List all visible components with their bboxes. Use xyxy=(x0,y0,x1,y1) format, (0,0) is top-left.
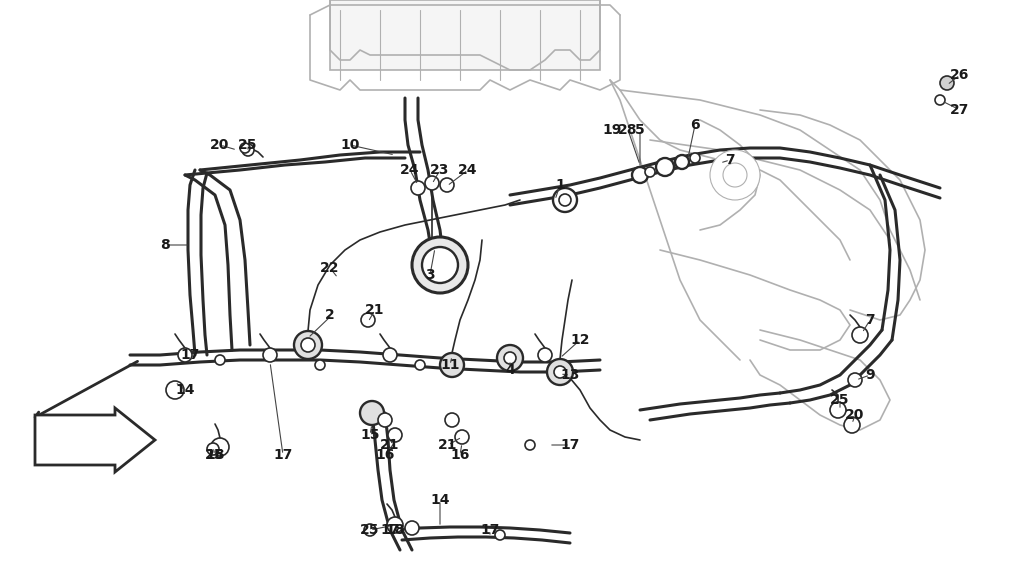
Text: 25: 25 xyxy=(830,393,850,407)
Circle shape xyxy=(415,360,425,370)
Circle shape xyxy=(723,163,746,187)
Text: 6: 6 xyxy=(690,118,699,132)
Circle shape xyxy=(242,144,254,156)
Text: 14: 14 xyxy=(175,383,195,397)
Text: 16: 16 xyxy=(451,448,470,462)
Circle shape xyxy=(301,338,315,352)
Text: 25: 25 xyxy=(239,138,258,152)
Circle shape xyxy=(455,430,469,444)
Text: 17: 17 xyxy=(480,523,500,537)
Circle shape xyxy=(383,348,397,362)
Text: 25: 25 xyxy=(205,448,224,462)
Circle shape xyxy=(364,524,376,536)
Text: 21: 21 xyxy=(438,438,458,452)
Text: 13: 13 xyxy=(560,368,580,382)
Text: 25: 25 xyxy=(360,523,380,537)
Circle shape xyxy=(263,348,278,362)
Circle shape xyxy=(207,443,219,455)
Circle shape xyxy=(422,247,458,283)
Text: 3: 3 xyxy=(425,268,435,282)
Polygon shape xyxy=(35,408,155,472)
Circle shape xyxy=(387,517,403,533)
Circle shape xyxy=(294,331,322,359)
Circle shape xyxy=(525,440,535,450)
Circle shape xyxy=(559,194,571,206)
Text: 21: 21 xyxy=(380,438,399,452)
Circle shape xyxy=(378,413,392,427)
Text: 27: 27 xyxy=(950,103,970,117)
Text: 24: 24 xyxy=(459,163,478,177)
Circle shape xyxy=(844,417,860,433)
Text: 26: 26 xyxy=(950,68,970,82)
Circle shape xyxy=(675,155,689,169)
Circle shape xyxy=(830,402,846,418)
FancyBboxPatch shape xyxy=(330,0,600,70)
Circle shape xyxy=(240,143,250,153)
Circle shape xyxy=(495,530,505,540)
Circle shape xyxy=(645,167,655,177)
Text: 17: 17 xyxy=(380,523,399,537)
Text: 16: 16 xyxy=(376,448,394,462)
Circle shape xyxy=(440,353,464,377)
Text: 9: 9 xyxy=(865,368,874,382)
Circle shape xyxy=(656,158,674,176)
Text: 28: 28 xyxy=(618,123,638,137)
Circle shape xyxy=(852,327,868,343)
Text: 18: 18 xyxy=(205,448,224,462)
Circle shape xyxy=(360,401,384,425)
Circle shape xyxy=(166,381,184,399)
Text: 5: 5 xyxy=(635,123,645,137)
Circle shape xyxy=(632,167,648,183)
Circle shape xyxy=(445,413,459,427)
Circle shape xyxy=(554,366,566,378)
Text: 4: 4 xyxy=(505,363,515,377)
Circle shape xyxy=(211,438,229,456)
Text: 14: 14 xyxy=(430,493,450,507)
Circle shape xyxy=(388,428,402,442)
Text: 21: 21 xyxy=(366,303,385,317)
Circle shape xyxy=(497,345,523,371)
Text: 7: 7 xyxy=(865,313,874,327)
Circle shape xyxy=(440,178,454,192)
Text: 15: 15 xyxy=(360,428,380,442)
Circle shape xyxy=(690,153,700,163)
Text: 17: 17 xyxy=(180,348,200,362)
Circle shape xyxy=(406,521,419,535)
Text: 20: 20 xyxy=(210,138,229,152)
Circle shape xyxy=(940,76,954,90)
Circle shape xyxy=(425,176,439,190)
Text: 1: 1 xyxy=(555,178,565,192)
Circle shape xyxy=(411,181,425,195)
Text: 17: 17 xyxy=(560,438,580,452)
Circle shape xyxy=(504,352,516,364)
Circle shape xyxy=(848,373,862,387)
Text: 7: 7 xyxy=(725,153,735,167)
Text: 19: 19 xyxy=(602,123,622,137)
Text: 11: 11 xyxy=(440,358,460,372)
Text: 18: 18 xyxy=(385,523,404,537)
Text: 22: 22 xyxy=(321,261,340,275)
Circle shape xyxy=(538,348,552,362)
Text: 12: 12 xyxy=(570,333,590,347)
Circle shape xyxy=(215,355,225,365)
Circle shape xyxy=(547,359,573,385)
Text: 8: 8 xyxy=(160,238,170,252)
Text: 17: 17 xyxy=(273,448,293,462)
Text: 10: 10 xyxy=(340,138,359,152)
Text: 23: 23 xyxy=(430,163,450,177)
Circle shape xyxy=(710,150,760,200)
Text: 2: 2 xyxy=(326,308,335,322)
Circle shape xyxy=(553,188,577,212)
Circle shape xyxy=(315,360,325,370)
Circle shape xyxy=(412,237,468,293)
Text: 24: 24 xyxy=(400,163,420,177)
Text: 20: 20 xyxy=(846,408,864,422)
Circle shape xyxy=(361,313,375,327)
Circle shape xyxy=(935,95,945,105)
Circle shape xyxy=(178,348,193,362)
